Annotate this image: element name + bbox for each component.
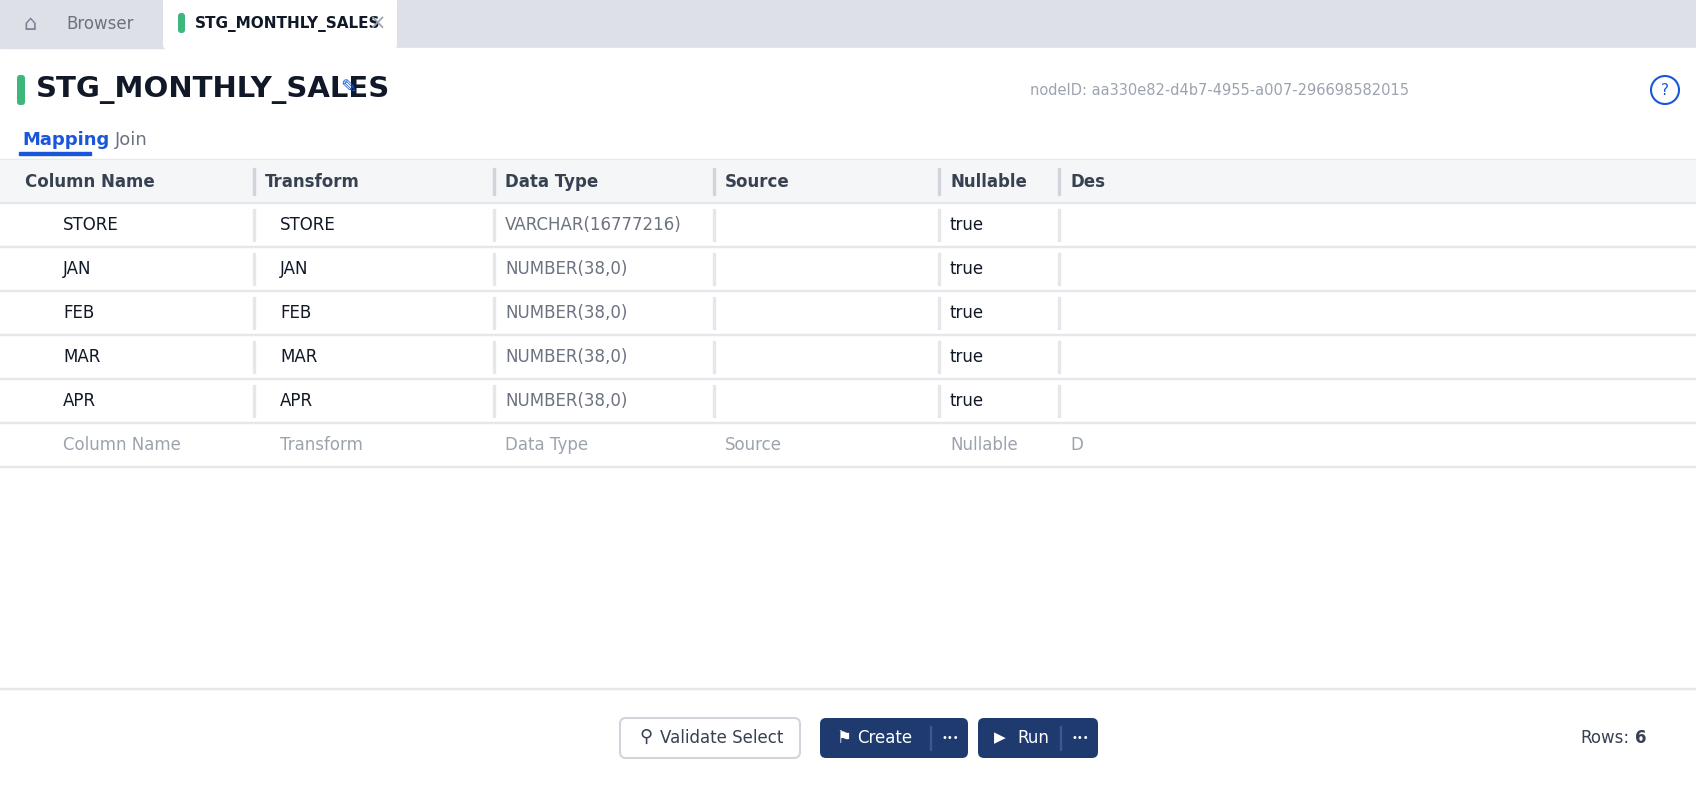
- Text: JAN: JAN: [280, 260, 309, 278]
- FancyBboxPatch shape: [178, 13, 185, 33]
- Bar: [0, 0, 1696, 48]
- Text: STORE: STORE: [280, 216, 336, 234]
- Text: MAR: MAR: [280, 348, 317, 366]
- Text: 6: 6: [1635, 729, 1647, 747]
- Bar: [0, 0, 165, 48]
- Text: ⚲: ⚲: [639, 728, 653, 746]
- Text: nodeID: aa330e82-d4b7-4955-a007-296698582015: nodeID: aa330e82-d4b7-4955-a007-29669858…: [1029, 83, 1409, 98]
- Text: FEB: FEB: [63, 304, 95, 322]
- Text: Nullable: Nullable: [950, 436, 1018, 454]
- Text: Join: Join: [115, 131, 148, 149]
- Text: true: true: [950, 216, 984, 234]
- Bar: [19, 152, 92, 155]
- Bar: [0, 466, 1696, 467]
- Text: VARCHAR(16777216): VARCHAR(16777216): [505, 216, 682, 234]
- Text: JAN: JAN: [63, 260, 92, 278]
- Text: •••: •••: [1072, 733, 1089, 743]
- Text: Rows:: Rows:: [1581, 729, 1630, 747]
- Text: Browser: Browser: [66, 15, 134, 33]
- Bar: [0, 160, 1696, 203]
- FancyBboxPatch shape: [163, 0, 397, 50]
- Bar: [0, 159, 1696, 160]
- Text: APR: APR: [63, 392, 97, 410]
- Text: NUMBER(38,0): NUMBER(38,0): [505, 392, 628, 410]
- Text: ?: ?: [1660, 83, 1669, 98]
- Text: Transform: Transform: [280, 436, 363, 454]
- Bar: [0, 422, 1696, 423]
- Text: ✎: ✎: [339, 79, 356, 98]
- Text: ▶: ▶: [994, 730, 1006, 745]
- Text: STG_MONTHLY_SALES: STG_MONTHLY_SALES: [36, 76, 390, 104]
- Text: FEB: FEB: [280, 304, 312, 322]
- Text: Column Name: Column Name: [25, 173, 154, 191]
- Text: STORE: STORE: [63, 216, 119, 234]
- Bar: [0, 688, 1696, 788]
- Bar: [0, 379, 1696, 423]
- Text: Data Type: Data Type: [505, 436, 589, 454]
- Text: NUMBER(38,0): NUMBER(38,0): [505, 348, 628, 366]
- Bar: [0, 688, 1696, 689]
- Bar: [0, 334, 1696, 335]
- Text: Source: Source: [724, 436, 782, 454]
- Text: Data Type: Data Type: [505, 173, 599, 191]
- Text: true: true: [950, 304, 984, 322]
- Text: ⚑: ⚑: [836, 729, 851, 747]
- Text: Validate Select: Validate Select: [660, 729, 784, 747]
- FancyBboxPatch shape: [621, 718, 801, 758]
- Text: Create: Create: [858, 729, 912, 747]
- Text: Mapping: Mapping: [22, 131, 109, 149]
- Text: NUMBER(38,0): NUMBER(38,0): [505, 304, 628, 322]
- FancyBboxPatch shape: [979, 718, 1097, 758]
- Text: ×: ×: [368, 14, 385, 34]
- Text: NUMBER(38,0): NUMBER(38,0): [505, 260, 628, 278]
- Text: D: D: [1070, 436, 1082, 454]
- Text: STG_MONTHLY_SALES: STG_MONTHLY_SALES: [195, 16, 380, 32]
- Text: ⌂: ⌂: [24, 14, 37, 34]
- Bar: [0, 202, 1696, 203]
- Text: APR: APR: [280, 392, 314, 410]
- FancyBboxPatch shape: [819, 718, 968, 758]
- Bar: [0, 246, 1696, 247]
- Bar: [0, 378, 1696, 379]
- Bar: [0, 335, 1696, 379]
- Text: Transform: Transform: [265, 173, 360, 191]
- Bar: [0, 291, 1696, 335]
- Bar: [0, 203, 1696, 247]
- Text: true: true: [950, 260, 984, 278]
- Text: Column Name: Column Name: [63, 436, 181, 454]
- Text: Source: Source: [724, 173, 790, 191]
- Bar: [0, 423, 1696, 467]
- Text: MAR: MAR: [63, 348, 100, 366]
- Text: true: true: [950, 348, 984, 366]
- Text: Run: Run: [1018, 729, 1048, 747]
- Bar: [0, 290, 1696, 291]
- Bar: [0, 48, 1696, 688]
- Text: •••: •••: [941, 733, 958, 743]
- Text: true: true: [950, 392, 984, 410]
- Text: Nullable: Nullable: [950, 173, 1026, 191]
- FancyBboxPatch shape: [17, 75, 25, 105]
- Text: Des: Des: [1070, 173, 1106, 191]
- Bar: [0, 247, 1696, 291]
